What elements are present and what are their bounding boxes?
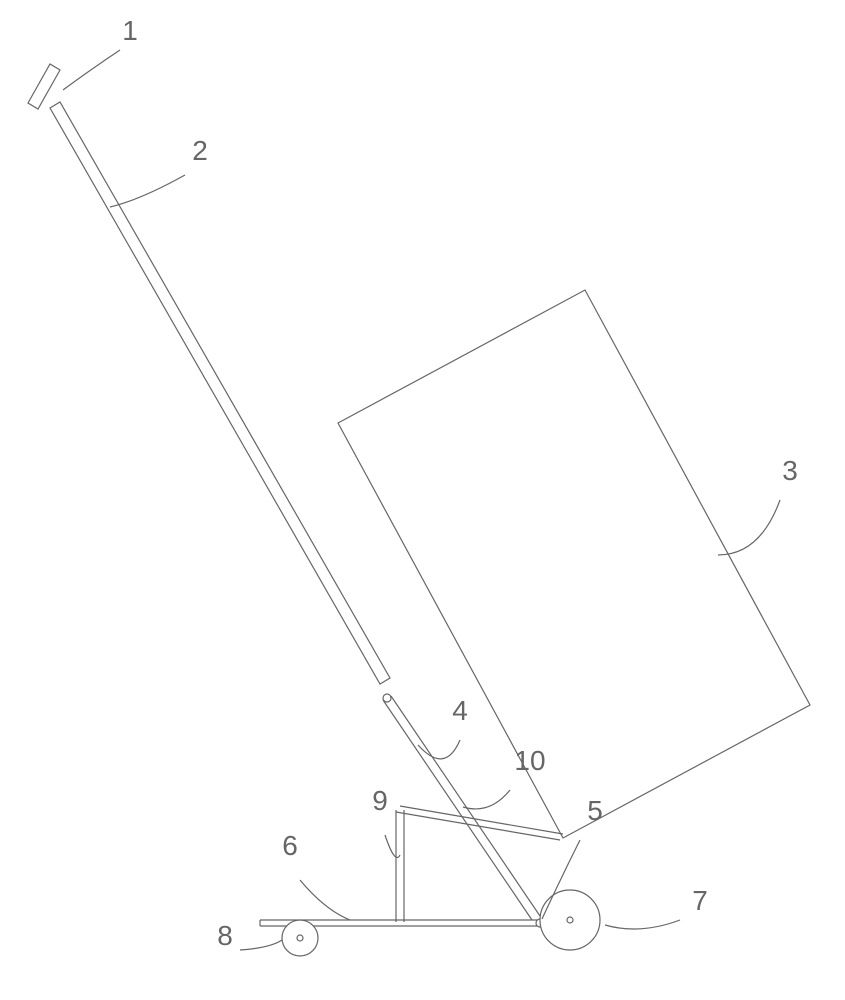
leader-line-3: [718, 500, 780, 555]
leader-line-6: [300, 880, 350, 920]
callout-label-6: 6: [282, 830, 298, 861]
callout-label-5: 5: [587, 795, 603, 826]
handle-grip: [28, 64, 60, 109]
strut-10: [396, 812, 560, 840]
leader-line-9: [385, 835, 400, 858]
leader-line-8: [240, 940, 282, 950]
callout-label-10: 10: [514, 745, 545, 776]
diagram-canvas: 1 2 3 4 10 9 5 6 7 8: [0, 0, 845, 1000]
pivot-top: [383, 694, 391, 702]
strut-4: [383, 700, 532, 920]
leader-line-2: [110, 175, 185, 207]
leader-line-10: [463, 790, 510, 809]
strut-4: [391, 696, 540, 916]
callout-label-1: 1: [122, 15, 138, 46]
callout-label-7: 7: [692, 885, 708, 916]
leader-line-7: [605, 920, 680, 929]
leader-line-4: [418, 740, 460, 759]
callout-label-2: 2: [192, 135, 208, 166]
callout-label-9: 9: [372, 785, 388, 816]
callout-label-3: 3: [782, 455, 798, 486]
handle-pole: [50, 102, 390, 684]
wheel-rear: [540, 890, 600, 950]
callout-label-4: 4: [452, 695, 468, 726]
leader-line-1: [63, 50, 120, 90]
callout-label-8: 8: [217, 920, 233, 951]
wheel-front: [282, 920, 318, 956]
cargo-box: [338, 290, 810, 838]
